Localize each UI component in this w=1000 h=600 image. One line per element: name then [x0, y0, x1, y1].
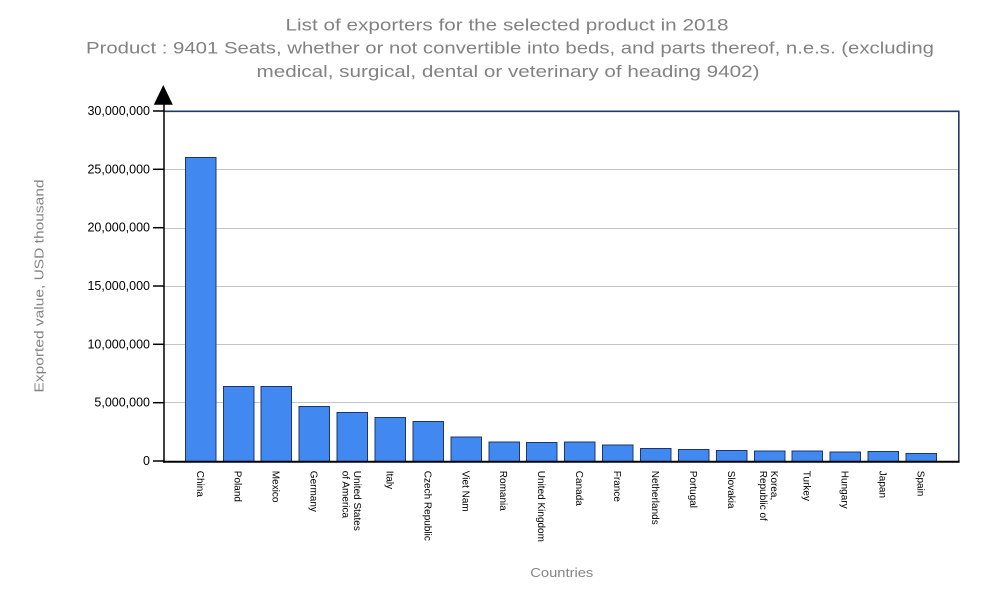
svg-text:Viet Nam: Viet Nam: [459, 471, 470, 512]
svg-text:United Kingdom: United Kingdom: [535, 471, 546, 542]
svg-text:30,000,000: 30,000,000: [87, 104, 150, 118]
svg-text:Germany: Germany: [308, 471, 319, 512]
svg-text:United Statesof America: United Statesof America: [340, 471, 362, 531]
svg-text:Japan: Japan: [877, 471, 888, 498]
svg-text:Italy: Italy: [383, 471, 394, 489]
svg-text:5,000,000: 5,000,000: [94, 396, 150, 410]
svg-text:Czech Republic: Czech Republic: [421, 471, 432, 541]
svg-text:Netherlands: Netherlands: [649, 471, 660, 525]
svg-text:Slovakia: Slovakia: [725, 471, 736, 509]
svg-text:Spain: Spain: [915, 471, 926, 497]
svg-text:China: China: [194, 471, 205, 498]
svg-text:0: 0: [143, 454, 150, 468]
svg-text:20,000,000: 20,000,000: [87, 221, 150, 235]
svg-text:25,000,000: 25,000,000: [87, 162, 150, 176]
svg-text:Hungary: Hungary: [839, 471, 850, 509]
svg-text:Korea,Republic of: Korea,Republic of: [757, 471, 779, 521]
svg-text:Poland: Poland: [232, 471, 243, 502]
svg-text:10,000,000: 10,000,000: [87, 337, 150, 351]
svg-text:Exported value, USD thousand: Exported value, USD thousand: [32, 179, 47, 392]
svg-text:15,000,000: 15,000,000: [87, 279, 150, 293]
svg-text:Product : 9401 Seats, whether: Product : 9401 Seats, whether or not con…: [86, 40, 934, 58]
svg-text:Romania: Romania: [497, 471, 508, 511]
svg-text:List of exporters for the sele: List of exporters for the selected produ…: [286, 17, 729, 35]
svg-text:Canada: Canada: [573, 471, 584, 506]
svg-text:France: France: [611, 471, 622, 503]
svg-text:Turkey: Turkey: [801, 471, 812, 501]
svg-text:Mexico: Mexico: [270, 471, 281, 503]
svg-text:medical, surgical, dental or v: medical, surgical, dental or veterinary …: [257, 63, 760, 81]
svg-text:Countries: Countries: [530, 565, 594, 580]
svg-text:Portugal: Portugal: [687, 471, 698, 508]
